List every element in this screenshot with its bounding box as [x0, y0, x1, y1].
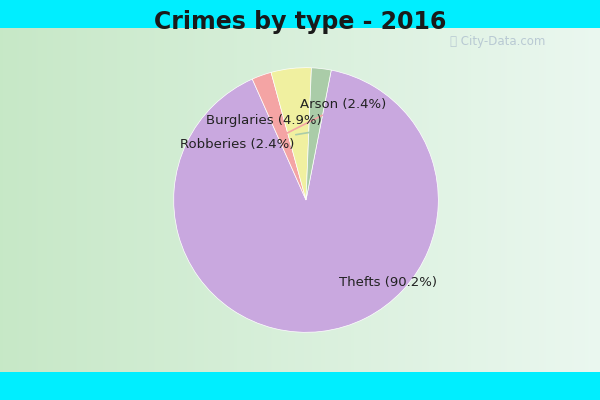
Text: Thefts (90.2%): Thefts (90.2%) — [316, 269, 437, 288]
Wedge shape — [173, 70, 439, 332]
Text: Robberies (2.4%): Robberies (2.4%) — [180, 132, 311, 151]
Text: Crimes by type - 2016: Crimes by type - 2016 — [154, 10, 446, 34]
Text: Burglaries (4.9%): Burglaries (4.9%) — [206, 114, 322, 131]
Text: ⓘ City-Data.com: ⓘ City-Data.com — [451, 36, 545, 48]
Text: Arson (2.4%): Arson (2.4%) — [286, 98, 386, 134]
Wedge shape — [271, 68, 311, 200]
Wedge shape — [252, 72, 306, 200]
Wedge shape — [306, 68, 331, 200]
